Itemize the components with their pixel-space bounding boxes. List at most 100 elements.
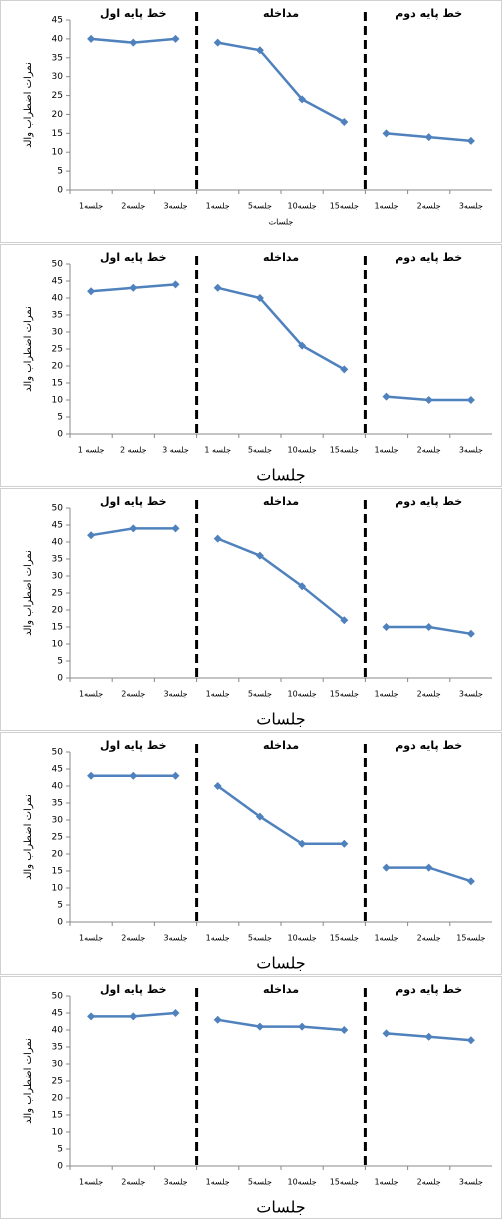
x-axis-title: جلسات (269, 218, 294, 227)
y-tick-label: 15 (52, 1111, 63, 1121)
y-tick-label: 45 (52, 765, 63, 775)
phase-label: خط پایه دوم (395, 251, 462, 264)
y-tick-label: 10 (52, 148, 64, 158)
y-tick-label: 5 (57, 657, 63, 667)
phase-label: خط پایه اول (100, 983, 167, 996)
x-tick-label: جلسه5 (248, 202, 272, 211)
phase-label: خط پایه دوم (395, 739, 462, 752)
y-tick-label: 10 (52, 396, 64, 406)
x-axis-title: جلسات (256, 710, 305, 729)
y-tick-label: 40 (52, 294, 64, 304)
y-axis-title: نمرات اضطراب والد (23, 62, 34, 148)
phase-label: مداخله (263, 251, 299, 264)
data-point (466, 1036, 475, 1045)
series-line (217, 286, 345, 371)
x-tick-label: جلسه10 (287, 690, 316, 699)
data-point (87, 1012, 96, 1021)
series-line (217, 537, 346, 622)
data-point (298, 341, 307, 350)
phase-label: مداخله (263, 495, 299, 508)
y-tick-label: 25 (52, 1077, 63, 1087)
x-tick-label: جلسه10 (287, 934, 316, 943)
y-tick-label: 10 (52, 640, 64, 650)
x-tick-label: جلسه3 (163, 690, 187, 699)
y-tick-label: 0 (57, 430, 63, 440)
y-tick-label: 20 (52, 606, 64, 616)
x-tick-label: جلسه1 (206, 934, 230, 943)
x-tick-label: جلسه3 (459, 202, 483, 211)
x-tick-label: جلسه15 (330, 1178, 359, 1187)
y-tick-label: 40 (52, 538, 64, 548)
x-tick-label: جلسه5 (248, 1178, 272, 1187)
y-tick-label: 20 (52, 1094, 64, 1104)
y-axis-title: نمرات اضطراب والد (23, 1038, 34, 1124)
data-point (298, 582, 307, 591)
series-line (217, 1018, 345, 1032)
x-tick-label: جلسه1 (79, 202, 103, 211)
data-point (87, 771, 96, 780)
y-tick-label: 30 (52, 572, 64, 582)
data-point (87, 34, 96, 43)
y-tick-label: 40 (52, 782, 64, 792)
data-point (213, 534, 222, 543)
y-tick-label: 0 (57, 1162, 63, 1172)
chart: 0 5 10 15 20 25 30 35 40 45 50 جلسه1 جلسه2 جلسه3 جلسه1… (0, 732, 502, 975)
series-line (216, 784, 345, 846)
y-tick-label: 0 (57, 918, 63, 928)
y-tick-label: 10 (52, 1128, 64, 1138)
chart: 0 5 10 15 20 25 30 35 40 45 50 جلسه 1 جلسه 2 جلسه 3 جل… (0, 244, 502, 487)
data-point (298, 95, 307, 104)
y-tick-label: 35 (52, 1043, 63, 1053)
y-tick-label: 35 (52, 311, 63, 321)
x-tick-label: جلسه1 (206, 1178, 230, 1187)
x-tick-label: جلسه1 (374, 446, 398, 455)
data-point (382, 1029, 391, 1038)
phase-label: خط پایه اول (100, 739, 167, 752)
data-point (340, 365, 349, 374)
data-point (340, 118, 349, 126)
phase-label: خط پایه اول (100, 251, 167, 264)
phase-label: خط پایه دوم (395, 495, 462, 508)
data-point (424, 863, 433, 872)
y-tick-label: 50 (52, 260, 64, 270)
data-point (340, 616, 349, 625)
x-tick-label: جلسه 1 (204, 446, 231, 455)
x-tick-label: جلسه3 (163, 934, 187, 943)
x-tick-label: جلسه10 (287, 202, 316, 211)
x-tick-label: جلسه2 (417, 1178, 441, 1187)
data-point (382, 623, 391, 631)
data-point (213, 38, 222, 47)
data-point (382, 129, 391, 138)
y-tick-label: 35 (52, 799, 63, 809)
x-tick-label: جلسه15 (330, 934, 359, 943)
data-point (298, 839, 307, 848)
x-tick-label: جلسه1 (374, 690, 398, 699)
y-tick-label: 0 (57, 674, 63, 684)
y-tick-label: 15 (52, 623, 63, 633)
data-point (129, 771, 138, 780)
y-tick-label: 30 (52, 72, 64, 82)
y-tick-label: 40 (52, 34, 64, 44)
y-tick-label: 25 (52, 91, 63, 101)
x-tick-label: جلسه10 (287, 1178, 316, 1187)
y-tick-label: 45 (52, 521, 63, 531)
x-tick-label: جلسه2 (417, 934, 441, 943)
y-tick-label: 15 (52, 867, 63, 877)
y-tick-label: 5 (57, 1145, 63, 1155)
y-tick-label: 45 (52, 16, 63, 26)
x-tick-label: جلسه3 (459, 446, 483, 455)
y-axis-title: نمرات اضطراب والد (23, 794, 34, 880)
data-point (171, 1009, 180, 1017)
x-tick-label: جلسه3 (459, 690, 483, 699)
y-tick-label: 15 (52, 129, 63, 139)
x-axis-title: جلسات (256, 466, 305, 485)
data-point (129, 283, 138, 292)
x-tick-label: جلسه3 (163, 202, 187, 211)
phase-label: مداخله (263, 983, 299, 996)
data-point (87, 287, 96, 296)
data-point (129, 1012, 138, 1021)
x-tick-label: جلسه15 (330, 202, 359, 211)
x-tick-label: جلسه 1 (78, 446, 105, 455)
data-point (382, 392, 391, 401)
chart: 0 5 10 15 20 25 30 35 40 45 جلسه1 جلسه2 جلسه3 جلسه1 جل… (0, 0, 502, 243)
